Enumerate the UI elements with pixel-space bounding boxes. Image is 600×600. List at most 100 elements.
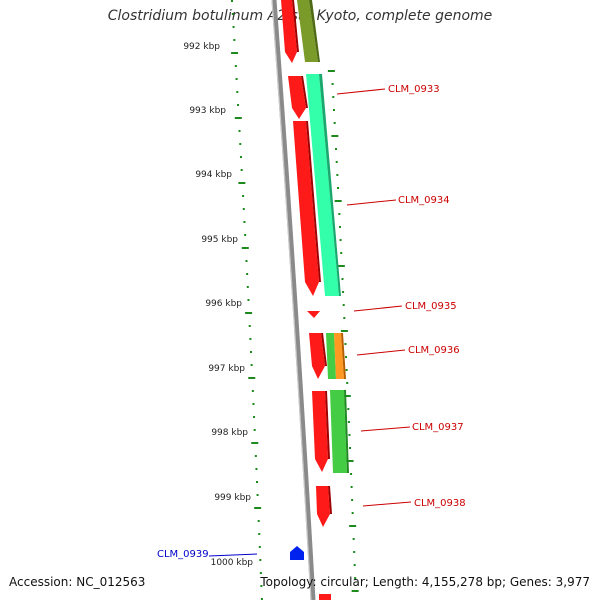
ruler-tick — [246, 286, 249, 288]
ruler-tick — [234, 65, 237, 67]
label-connectors — [208, 88, 412, 557]
gene-aqua-bar-shade — [319, 74, 341, 296]
ruler-tick — [235, 78, 238, 80]
track-dot — [353, 551, 356, 553]
ruler-tick — [253, 429, 256, 431]
genome-backbone — [271, 0, 316, 600]
gene-clm-0936[interactable] — [309, 333, 325, 379]
ruler-tick — [245, 260, 248, 262]
gene-clm-0936-shade — [321, 333, 327, 366]
gene-clm-0935[interactable] — [307, 311, 320, 318]
ruler-tick — [239, 156, 242, 158]
track-dot — [332, 96, 335, 98]
ruler-tick — [248, 325, 251, 327]
track-dot — [352, 538, 355, 540]
gene-clm-0939[interactable] — [290, 546, 304, 560]
ruler-tick — [251, 390, 254, 392]
ruler-tick — [236, 91, 239, 93]
ruler-tick — [254, 455, 257, 457]
ruler-tick — [259, 559, 262, 561]
ruler-tick-major — [238, 182, 246, 184]
ruler-tick — [231, 13, 234, 15]
gene-clm-0934[interactable] — [293, 121, 319, 296]
ruler-tick — [258, 533, 261, 535]
track-dot — [336, 174, 339, 176]
gene-clm-0937[interactable] — [312, 391, 328, 472]
track-dot — [348, 434, 351, 436]
ruler-tick-major — [241, 247, 249, 249]
track-dot — [343, 395, 351, 397]
gene-olive-top[interactable] — [297, 0, 318, 62]
gene-clm-0937-shade — [325, 391, 330, 459]
gene-green-bar-shade — [344, 390, 349, 473]
ruler-tick — [243, 221, 246, 223]
ruler-tick — [246, 273, 249, 275]
track-dot — [351, 499, 354, 501]
track-dot — [331, 135, 339, 137]
ruler-tick — [239, 143, 242, 145]
track-dot — [349, 525, 357, 527]
gene-green-bar[interactable] — [330, 390, 347, 473]
track-dot — [333, 122, 336, 124]
track-dot — [337, 187, 340, 189]
gene-clm-0933-shade — [301, 76, 308, 108]
gene-orange-small-shade — [341, 333, 346, 379]
ruler-tick — [249, 338, 252, 340]
gene-label-clm-0936[interactable]: CLM_0936 — [408, 345, 460, 356]
ruler-tick — [231, 0, 233, 2]
ruler-tick — [237, 104, 240, 106]
ruler-tick — [247, 299, 250, 301]
track-dot — [342, 304, 345, 306]
track-dot — [340, 252, 343, 254]
gene-label-clm-0935[interactable]: CLM_0935 — [405, 301, 457, 312]
gene-label-clm-0934[interactable]: CLM_0934 — [398, 195, 450, 206]
track-dot — [339, 239, 342, 241]
track-dot — [343, 317, 346, 319]
connector-clm-0934 — [346, 199, 397, 206]
kbp-labels: 992 kbp 993 kbp 994 kbp 995 kbp 996 kbp … — [183, 42, 253, 568]
ruler-tick — [258, 546, 261, 548]
track-dot — [348, 447, 351, 449]
kbp-label-1000: 1000 kbp — [211, 558, 254, 568]
ruler-tick — [255, 468, 258, 470]
gene-label-clm-0938[interactable]: CLM_0938 — [414, 498, 466, 509]
ruler-tick — [242, 195, 245, 197]
gene-label-clm-0933[interactable]: CLM_0933 — [388, 84, 440, 95]
track-dot — [345, 356, 348, 358]
kbp-label-995: 995 kbp — [201, 235, 238, 245]
ruler-tick — [238, 130, 241, 132]
kbp-label-992: 992 kbp — [183, 42, 220, 52]
track-dot — [338, 213, 341, 215]
gene-clm-0938[interactable] — [316, 486, 330, 527]
gene-aqua-bar[interactable] — [306, 74, 339, 296]
kbp-label-994: 994 kbp — [195, 170, 232, 180]
gene-red-top[interactable] — [281, 0, 297, 63]
gene-olive-top-shade — [309, 0, 320, 62]
ruler-tick — [233, 39, 236, 41]
ruler-tick — [250, 364, 253, 366]
connector-clm-0939 — [208, 553, 258, 557]
track-dot — [338, 226, 341, 228]
gene-labels: CLM_0933 CLM_0934 CLM_0935 CLM_0936 CLM_… — [157, 84, 466, 560]
ruler-tick — [256, 481, 259, 483]
ruler-tick-major — [245, 312, 253, 314]
gene-green-small[interactable] — [326, 333, 336, 379]
track-dot — [342, 291, 345, 293]
ruler-tick — [252, 403, 255, 405]
gene-label-clm-0939[interactable]: CLM_0939 — [157, 549, 209, 560]
gene-label-clm-0937[interactable]: CLM_0937 — [412, 422, 464, 433]
track-dot — [354, 577, 357, 579]
track-dot — [341, 278, 344, 280]
kbp-label-998: 998 kbp — [211, 428, 248, 438]
kbp-label-993: 993 kbp — [189, 106, 226, 116]
connector-clm-0936 — [356, 349, 406, 356]
gene-red-bottom[interactable] — [319, 594, 331, 600]
gene-clm-0933[interactable] — [288, 76, 306, 119]
track-dot — [332, 109, 335, 111]
track-dot — [334, 200, 342, 202]
track-dot — [346, 382, 349, 384]
track-dot — [345, 369, 348, 371]
track-dot — [335, 161, 338, 163]
gene-orange-small[interactable] — [334, 333, 344, 379]
